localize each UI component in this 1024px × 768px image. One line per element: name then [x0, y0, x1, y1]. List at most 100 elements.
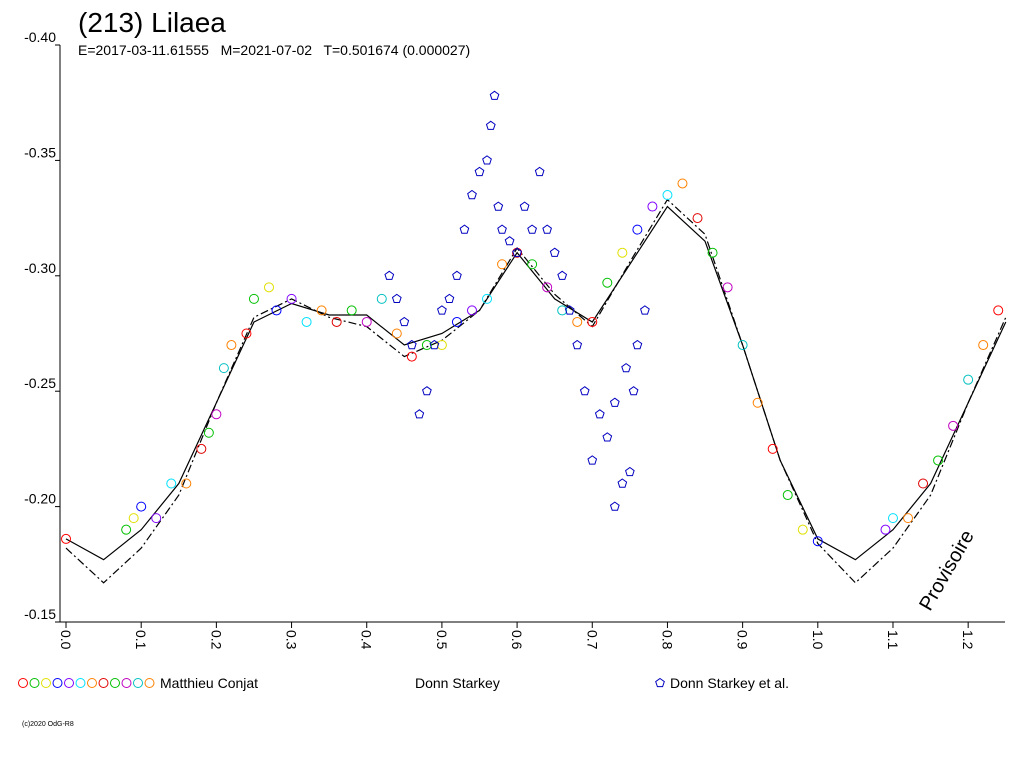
data-point: [271, 305, 282, 316]
data-point: [527, 224, 537, 234]
data-point: [662, 190, 673, 201]
data-point: [542, 224, 552, 234]
data-point: [497, 224, 507, 234]
data-point: [572, 316, 583, 327]
data-point: [542, 282, 553, 293]
legend-swatch: [29, 678, 40, 688]
x-tick-label: 1.1: [885, 630, 901, 650]
data-point: [136, 501, 147, 512]
data-point: [128, 513, 139, 524]
data-point: [452, 270, 462, 280]
data-point: [61, 533, 72, 544]
x-tick-label: 0.2: [208, 630, 224, 650]
data-point: [640, 305, 650, 315]
data-point: [376, 293, 387, 304]
x-tick-label: 1.2: [960, 630, 976, 650]
data-point: [617, 247, 628, 258]
data-point: [782, 490, 793, 501]
data-point: [391, 293, 402, 303]
y-tick-label: -0.25: [24, 375, 56, 391]
data-point: [534, 166, 545, 177]
chart-subtitle: E=2017-03-11.61555 M=2021-07-02 T=0.5016…: [78, 42, 470, 58]
data-point: [512, 247, 522, 257]
data-point: [557, 305, 568, 316]
legend-swatch: [121, 678, 132, 688]
data-point: [493, 201, 504, 211]
data-point: [609, 397, 620, 407]
data-point: [489, 90, 500, 100]
data-point: [572, 339, 583, 350]
legend-swatch: [110, 678, 120, 688]
data-point: [602, 277, 613, 288]
fit-curve: [65, 205, 1007, 561]
data-point: [632, 339, 643, 350]
data-point: [151, 513, 162, 524]
x-tick-label: 0.8: [659, 630, 675, 650]
data-point: [609, 501, 620, 511]
data-point: [407, 339, 417, 350]
legend-label: Matthieu Conjat: [160, 675, 258, 691]
data-point: [707, 247, 718, 258]
legend-swatch: [655, 677, 665, 688]
data-point: [474, 166, 485, 177]
data-point: [933, 455, 944, 466]
data-point: [594, 409, 605, 419]
data-point: [797, 524, 808, 535]
data-point: [621, 362, 631, 373]
data-point: [384, 270, 395, 280]
data-point: [361, 316, 372, 327]
x-tick-label: 0.7: [584, 630, 600, 650]
fit-curve: [65, 198, 1007, 584]
data-point: [617, 478, 628, 488]
data-point: [211, 409, 222, 420]
legend-swatch: [87, 678, 97, 688]
data-point: [263, 282, 274, 293]
data-point: [677, 178, 688, 189]
data-point: [414, 409, 425, 419]
data-point: [436, 340, 447, 351]
data-point: [993, 305, 1004, 316]
data-point: [301, 316, 312, 327]
data-point: [226, 340, 237, 351]
x-tick-label: 0.1: [133, 630, 149, 650]
footer: (c)2020 OdG-R8: [22, 721, 74, 728]
legend-swatch: [98, 678, 109, 688]
data-point: [346, 305, 357, 316]
legend-swatch: [41, 678, 51, 688]
data-point: [399, 316, 410, 327]
y-tick-label: -0.20: [24, 491, 56, 507]
data-point: [286, 293, 297, 304]
data-point: [391, 328, 402, 339]
y-tick-label: -0.30: [24, 260, 56, 276]
legend-swatch: [64, 678, 74, 688]
legend-swatch: [52, 678, 63, 688]
data-point: [887, 513, 898, 524]
data-point: [647, 201, 658, 212]
data-point: [628, 386, 639, 396]
data-point: [963, 374, 974, 385]
data-point: [429, 339, 440, 350]
x-tick-label: 0.5: [434, 630, 450, 650]
data-point: [692, 213, 703, 224]
chart-title: (213) Lilaea: [78, 7, 226, 38]
data-point: [587, 316, 598, 327]
data-point: [632, 224, 643, 235]
data-point: [482, 155, 492, 165]
x-tick-label: 0.9: [735, 630, 751, 650]
data-point: [722, 282, 733, 293]
data-point: [737, 340, 748, 351]
data-point: [485, 120, 496, 130]
legend-swatch: [133, 678, 143, 688]
data-point: [421, 340, 432, 351]
data-point: [549, 247, 560, 257]
data-point: [602, 432, 613, 442]
legend-label: Donn Starkey: [415, 675, 500, 691]
data-point: [918, 478, 929, 489]
legend-swatch: [18, 678, 28, 688]
data-point: [625, 466, 635, 477]
data-point: [482, 293, 493, 304]
legend-swatch: [144, 678, 155, 688]
legend-label: Donn Starkey et al.: [670, 675, 789, 691]
data-point: [196, 443, 207, 454]
